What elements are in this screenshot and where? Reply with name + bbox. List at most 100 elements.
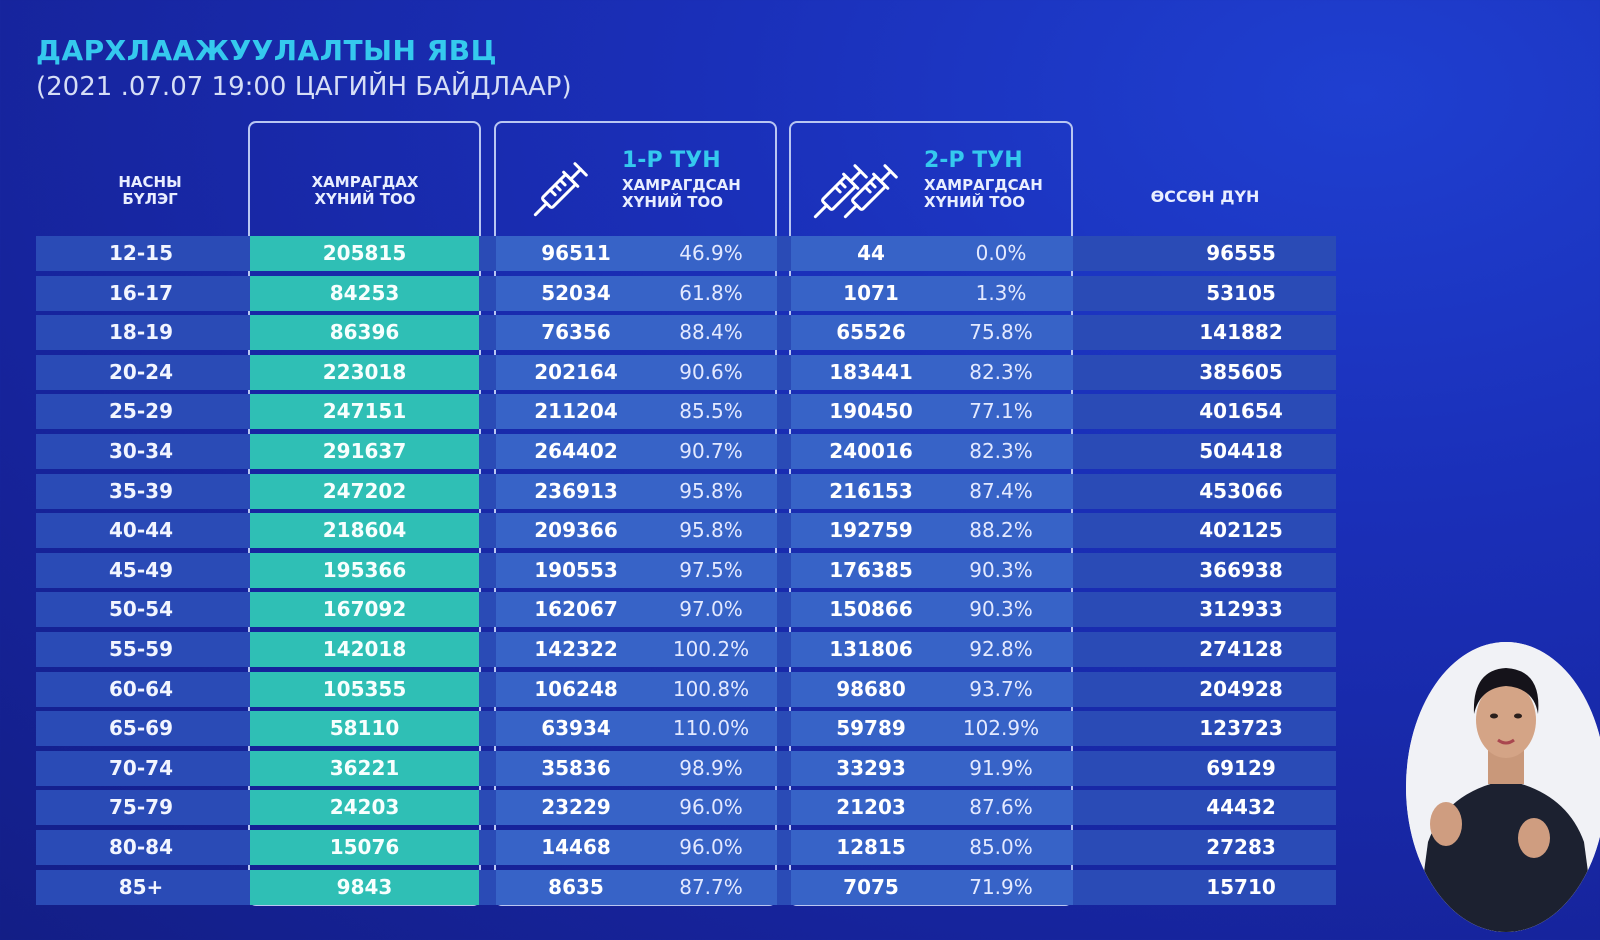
target-count: 9843: [250, 869, 479, 905]
age-group: 85+: [118, 874, 164, 899]
dose1-count: 106248: [534, 676, 618, 701]
age-group: 25-29: [109, 399, 173, 424]
table-row: 65-69 58110 63934 110.0% 59789 102.9% 123723: [36, 711, 1336, 747]
dose1-count: 162067: [534, 597, 618, 622]
target-people-header: ХАМРАГДАХ ХҮНИЙ ТОО: [250, 174, 480, 208]
age-group: 55-59: [109, 636, 173, 661]
target-count: 167092: [250, 592, 479, 628]
dose2-percent: 82.3%: [969, 438, 1033, 463]
dose1-cell-bg: [496, 592, 777, 628]
table-row: 60-64 105355 106248 100.8% 98680 93.7% 204928: [36, 671, 1336, 707]
dose2-count: 44: [857, 241, 885, 265]
dose1-count: 35836: [541, 755, 611, 780]
dose1-percent: 87.7%: [679, 874, 743, 899]
age-header-line1: НАСНЫ: [118, 173, 182, 191]
target-count: 205815: [250, 236, 479, 271]
dose2-cell-bg: [791, 394, 1073, 430]
dose1-cell-bg: [496, 354, 777, 390]
dose2-title: 2-Р ТУН: [924, 148, 1023, 173]
dose1-percent: 100.8%: [672, 676, 750, 701]
age-group: 35-39: [109, 478, 173, 503]
table-row: 20-24 223018 202164 90.6% 183441 82.3% 385605: [36, 354, 1336, 390]
dose1-cell-bg: [496, 315, 777, 351]
dose2-percent: 71.9%: [969, 874, 1033, 899]
target-count: 15076: [250, 829, 479, 865]
table-row: 55-59 142018 142322 100.2% 131806 92.8% 274128: [36, 631, 1336, 667]
table-row: 80-84 15076 14468 96.0% 12815 85.0% 27283: [36, 829, 1336, 865]
dose1-count: 236913: [534, 478, 618, 503]
dose1-cell-bg: [496, 711, 777, 747]
cumulative-total: 15710: [1206, 874, 1276, 899]
dose1-percent: 98.9%: [679, 755, 743, 780]
dose2-count: 216153: [829, 478, 913, 503]
table-row: 18-19 86396 76356 88.4% 65526 75.8% 141882: [36, 315, 1336, 351]
dose1-title: 1-Р ТУН: [622, 148, 721, 173]
age-group: 65-69: [109, 716, 173, 741]
dose2-cell-bg: [791, 433, 1073, 469]
dose2-cell-bg: [791, 592, 1073, 628]
table-row: 12-15 205815 96511 46.9% 44 0.0% 96555: [36, 236, 1336, 271]
cumulative-total: 96555: [1206, 241, 1276, 265]
table-row: 50-54 167092 162067 97.0% 150866 90.3% 312933: [36, 592, 1336, 628]
dose2-count: 192759: [829, 518, 913, 543]
dose1-percent: 46.9%: [679, 241, 743, 265]
dose2-count: 12815: [836, 834, 906, 859]
dose2-percent: 102.9%: [962, 716, 1040, 741]
dose2-count: 240016: [829, 438, 913, 463]
dose1-percent: 95.8%: [679, 478, 743, 503]
dose1-count: 190553: [534, 557, 618, 582]
target-count: 291637: [250, 433, 479, 469]
dose1-cell-bg: [496, 790, 777, 826]
table-row: 75-79 24203 23229 96.0% 21203 87.6% 44432: [36, 790, 1336, 826]
age-group: 16-17: [109, 280, 173, 305]
dose1-percent: 85.5%: [679, 399, 743, 424]
dose1-header-line1: ХАМРАГДСАН: [622, 176, 741, 194]
page-title: ДАРХЛААЖУУЛАЛТЫН ЯВЦ: [36, 34, 498, 67]
dose1-cell-bg: [496, 552, 777, 588]
dose2-percent: 87.4%: [969, 478, 1033, 503]
dose1-count: 96511: [541, 241, 611, 265]
dose2-count: 190450: [829, 399, 913, 424]
dose2-cell-bg: [791, 671, 1073, 707]
vaccination-table: 12-15 205815 96511 46.9% 44 0.0% 96555 16-17 842…: [36, 236, 1336, 909]
dose2-cell-bg: [791, 236, 1073, 271]
cumulative-total: 44432: [1206, 795, 1276, 820]
dose2-count: 176385: [829, 557, 913, 582]
dose1-percent: 100.2%: [672, 636, 750, 661]
dose2-percent: 92.8%: [969, 636, 1033, 661]
age-group: 30-34: [109, 438, 173, 463]
dose2-count: 150866: [829, 597, 913, 622]
age-group: 18-19: [109, 320, 173, 345]
dose1-count: 209366: [534, 518, 618, 543]
dose2-cell-bg: [791, 711, 1073, 747]
dose2-percent: 93.7%: [969, 676, 1033, 701]
dose2-percent: 88.2%: [969, 518, 1033, 543]
dose2-count: 1071: [843, 280, 899, 305]
dose1-percent: 88.4%: [679, 320, 743, 345]
cumulative-total: 453066: [1199, 478, 1283, 503]
dose1-cell-bg: [496, 394, 777, 430]
dose2-count: 7075: [843, 874, 899, 899]
dose2-count: 98680: [836, 676, 906, 701]
cumulative-total: 141882: [1199, 320, 1283, 345]
dose1-percent: 96.0%: [679, 834, 743, 859]
dose1-cell-bg: [496, 671, 777, 707]
dose1-cell-bg: [496, 275, 777, 311]
dose2-count: 183441: [829, 359, 913, 384]
dose2-cell-bg: [791, 790, 1073, 826]
dose1-percent: 90.7%: [679, 438, 743, 463]
dose2-cell-bg: [791, 869, 1073, 905]
target-header-line1: ХАМРАГДАХ: [311, 173, 419, 191]
dose1-percent: 95.8%: [679, 518, 743, 543]
age-group: 20-24: [109, 359, 173, 384]
dose1-cell-bg: [496, 750, 777, 786]
age-group-header: НАСНЫ БҮЛЭГ: [90, 174, 210, 208]
dose1-count: 76356: [541, 320, 611, 345]
dose1-percent: 97.0%: [679, 597, 743, 622]
dose1-count: 211204: [534, 399, 618, 424]
cumulative-total: 27283: [1206, 834, 1276, 859]
dose1-count: 202164: [534, 359, 618, 384]
dose1-cell-bg: [496, 473, 777, 509]
cumulative-total: 69129: [1206, 755, 1276, 780]
dose1-cell-bg: [496, 433, 777, 469]
